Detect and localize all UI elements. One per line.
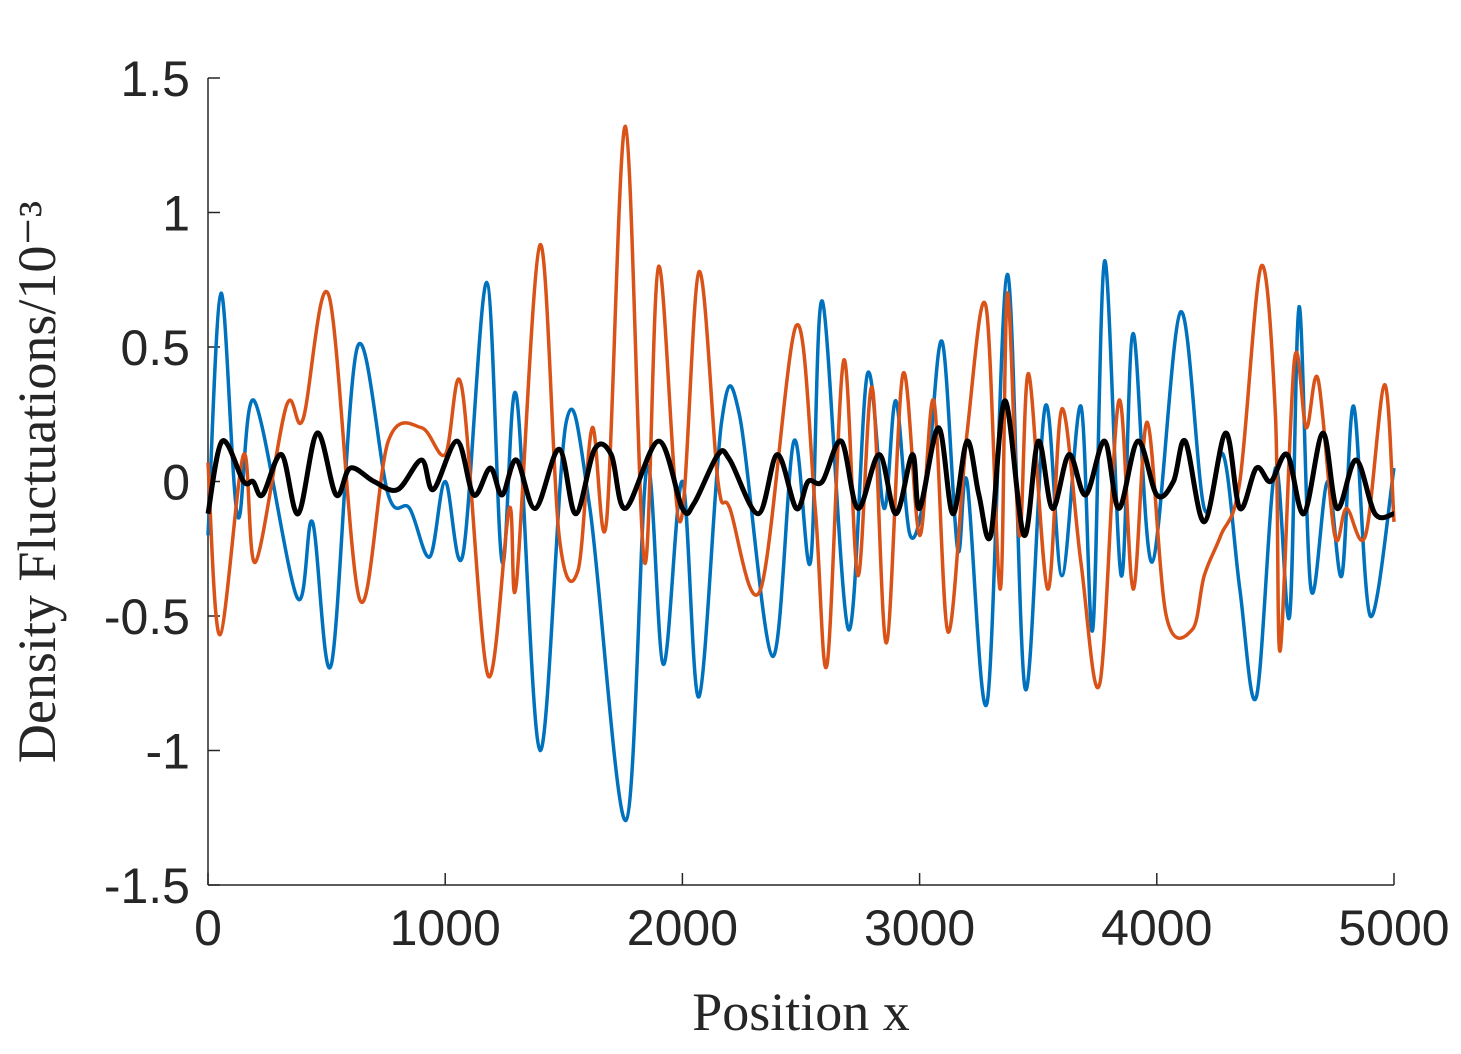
x-axis-label: Position x xyxy=(692,982,910,1042)
x-tick-label: 1000 xyxy=(390,900,501,956)
x-tick-label: 4000 xyxy=(1101,900,1212,956)
line-series xyxy=(206,124,1396,690)
y-tick-label: 1 xyxy=(162,186,190,242)
x-tick-label: 0 xyxy=(194,900,222,956)
x-tick-label: 2000 xyxy=(627,900,738,956)
y-tick-label: 1.5 xyxy=(120,51,190,107)
y-tick-label: -0.5 xyxy=(104,589,190,645)
y-tick-label: 0 xyxy=(162,455,190,511)
y-tick-label: -1 xyxy=(146,724,190,780)
line-series xyxy=(205,398,1395,542)
y-tick-label: 0.5 xyxy=(120,320,190,376)
x-tick-label: 5000 xyxy=(1338,900,1449,956)
y-axis-label: Density Fluctuations/10⁻³ xyxy=(7,201,67,763)
y-tick-label: -1.5 xyxy=(104,858,190,914)
line-series xyxy=(206,259,1396,823)
x-tick-label: 3000 xyxy=(864,900,975,956)
